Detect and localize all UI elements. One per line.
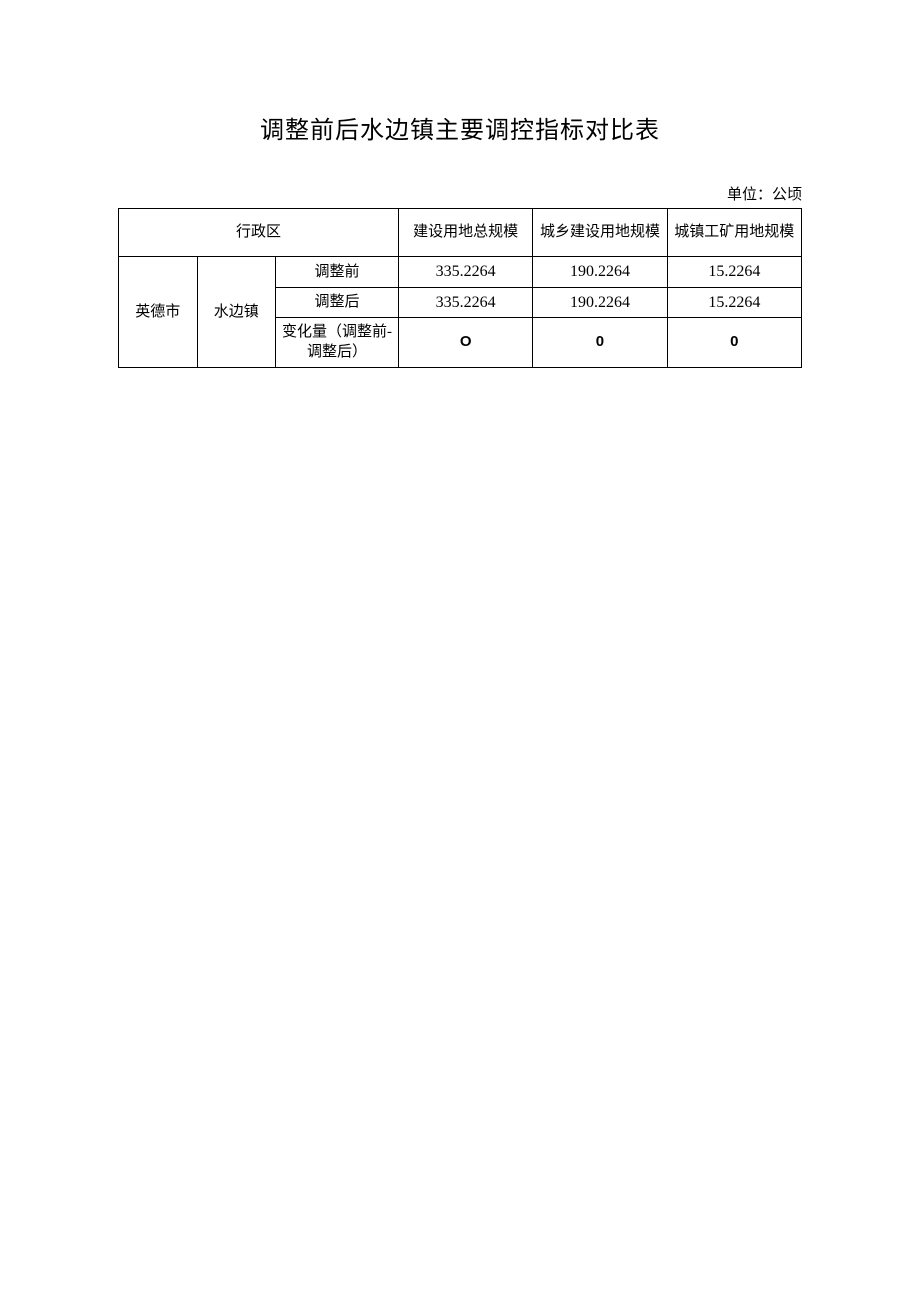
cell-value: 335.2264 [399,287,533,318]
delta-value: 0 [730,333,738,350]
delta-value: O [460,333,472,350]
cell-row-label: 调整后 [276,287,399,318]
header-col2: 城乡建设用地规模 [533,209,667,257]
delta-value: 0 [596,333,604,350]
table-row: 英德市 水边镇 调整前 335.2264 190.2264 15.2264 [119,257,802,288]
cell-value: 0 [667,318,801,368]
header-region: 行政区 [119,209,399,257]
comparison-table: 行政区 建设用地总规模 城乡建设用地规模 城镇工矿用地规模 英德市 水边镇 调整… [118,208,802,368]
cell-value: O [399,318,533,368]
header-col1: 建设用地总规模 [399,209,533,257]
cell-value: 0 [533,318,667,368]
unit-label: 单位：公顷 [0,183,802,204]
cell-value: 190.2264 [533,287,667,318]
page-title: 调整前后水边镇主要调控指标对比表 [0,110,920,145]
cell-value: 335.2264 [399,257,533,288]
cell-town: 水边镇 [197,257,276,368]
cell-value: 190.2264 [533,257,667,288]
comparison-table-wrap: 行政区 建设用地总规模 城乡建设用地规模 城镇工矿用地规模 英德市 水边镇 调整… [118,208,802,368]
cell-city: 英德市 [119,257,198,368]
header-col3: 城镇工矿用地规模 [667,209,801,257]
cell-value: 15.2264 [667,257,801,288]
cell-value: 15.2264 [667,287,801,318]
cell-row-label: 变化量（调整前-调整后） [276,318,399,368]
table-header-row: 行政区 建设用地总规模 城乡建设用地规模 城镇工矿用地规模 [119,209,802,257]
cell-row-label: 调整前 [276,257,399,288]
